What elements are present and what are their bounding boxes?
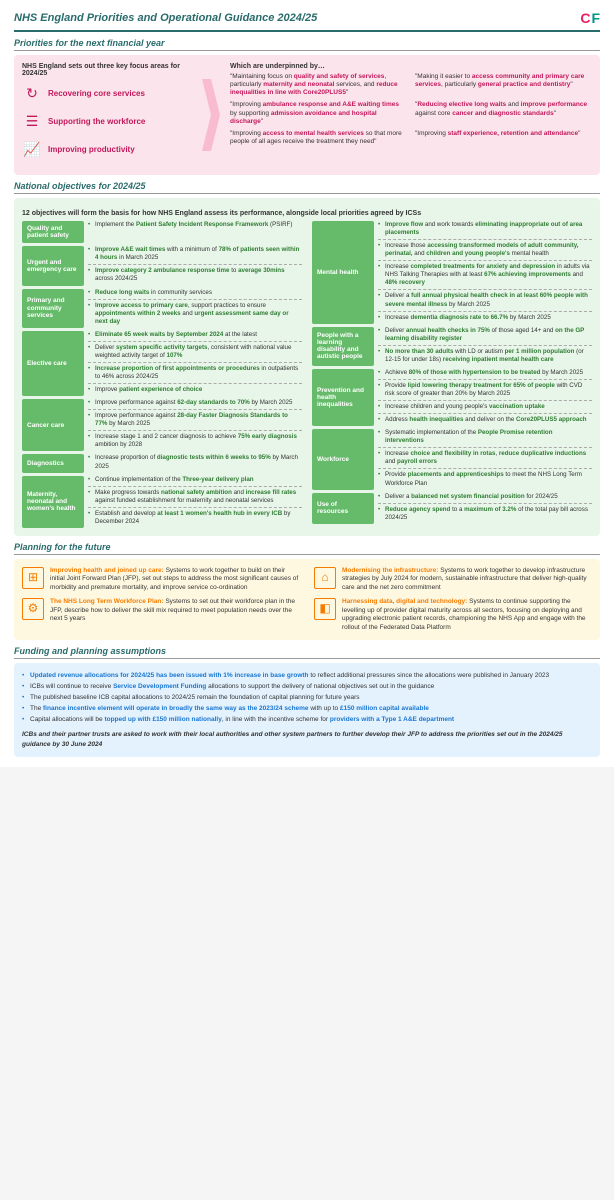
plan-item: ◧ Harnessing data, digital and technology… <box>314 598 592 632</box>
objective-row: Quality and patient safetyImplement the … <box>22 221 302 243</box>
section-priorities-title: Priorities for the next financial year <box>14 38 600 51</box>
plan-item: ⌂ Modernising the infrastructure: Systems… <box>314 567 592 592</box>
objective-label: Prevention and health inequalities <box>312 369 374 426</box>
objective-row: Primary and community servicesReduce lon… <box>22 289 302 328</box>
objective-label: Use of resources <box>312 493 374 524</box>
underpinned-label: Which are underpinned by… <box>230 63 592 70</box>
quote: "Improving staff experience, retention a… <box>415 130 592 146</box>
objective-content: Implement the Patient Safety Incident Re… <box>88 221 302 243</box>
workforce-icon: ☰ <box>22 111 42 131</box>
funding-item: ICBs will continue to receive Service De… <box>22 682 592 691</box>
objective-content: Improve performance against 62-day stand… <box>88 399 302 451</box>
plan-item: ⚙ The NHS Long Term Workforce Plan: Syste… <box>22 598 300 632</box>
funding-footnote: ICBs and their partner trusts are asked … <box>22 730 592 748</box>
priority-item: ↻Recovering core services <box>22 83 192 103</box>
objective-row: DiagnosticsIncrease proportion of diagno… <box>22 454 302 472</box>
priorities-box: NHS England sets out three key focus are… <box>14 55 600 175</box>
header: NHS England Priorities and Operational G… <box>14 10 600 32</box>
funding-item: Updated revenue allocations for 2024/25 … <box>22 671 592 680</box>
planning-grid: ⊞ Improving health and joined up care: Sy… <box>22 567 592 632</box>
productivity-icon: 📈 <box>22 139 42 159</box>
objective-label: Quality and patient safety <box>22 221 84 243</box>
objective-label: Elective care <box>22 331 84 396</box>
objective-row: Urgent and emergency careImprove A&E wai… <box>22 246 302 285</box>
objective-content: Reduce long waits in community servicesI… <box>88 289 302 328</box>
funding-box: Updated revenue allocations for 2024/25 … <box>14 663 600 757</box>
objective-label: Diagnostics <box>22 454 84 472</box>
objective-row: Prevention and health inequalitiesAchiev… <box>312 369 592 426</box>
objective-label: Maternity, neonatal and women's health <box>22 476 84 528</box>
funding-item: Capital allocations will be topped up wi… <box>22 715 592 724</box>
objective-row: Mental healthImprove flow and work towar… <box>312 221 592 324</box>
objective-content: Improve flow and work towards eliminatin… <box>378 221 592 324</box>
objective-content: Achieve 80% of those with hypertension t… <box>378 369 592 426</box>
objectives-col-right: Mental healthImprove flow and work towar… <box>312 221 592 528</box>
plan-icon: ⌂ <box>314 567 336 589</box>
page: NHS England Priorities and Operational G… <box>0 0 614 767</box>
priority-item: 📈Improving productivity <box>22 139 192 159</box>
plan-icon: ⊞ <box>22 567 44 589</box>
objective-row: Use of resourcesDeliver a balanced net s… <box>312 493 592 524</box>
plan-icon: ⚙ <box>22 598 44 620</box>
objective-content: Improve A&E wait times with a minimum of… <box>88 246 302 285</box>
quote: "Making it easier to access community an… <box>415 73 592 97</box>
objective-row: Cancer careImprove performance against 6… <box>22 399 302 451</box>
objective-row: Maternity, neonatal and women's healthCo… <box>22 476 302 528</box>
objective-row: WorkforceSystematic implementation of th… <box>312 429 592 489</box>
recover-icon: ↻ <box>22 83 42 103</box>
plan-text: Harnessing data, digital and technology:… <box>342 598 592 632</box>
plan-text: The NHS Long Term Workforce Plan: System… <box>50 598 300 632</box>
quote: "Reducing elective long waits and improv… <box>415 101 592 125</box>
objectives-box: 12 objectives will form the basis for ho… <box>14 198 600 536</box>
quote: "Maintaining focus on quality and safety… <box>230 73 407 97</box>
logo: CF <box>580 10 600 26</box>
objective-content: Systematic implementation of the People … <box>378 429 592 489</box>
plan-item: ⊞ Improving health and joined up care: Sy… <box>22 567 300 592</box>
section-funding-title: Funding and planning assumptions <box>14 646 600 659</box>
objective-label: Workforce <box>312 429 374 489</box>
section-planning-title: Planning for the future <box>14 542 600 555</box>
quote: "Improving ambulance response and A&E wa… <box>230 101 407 125</box>
objectives-columns: Quality and patient safetyImplement the … <box>22 221 592 528</box>
objective-row: Elective careEliminate 65 week waits by … <box>22 331 302 396</box>
objective-row: People with a learning disability and au… <box>312 327 592 366</box>
objective-label: Cancer care <box>22 399 84 451</box>
priorities-intro: NHS England sets out three key focus are… <box>22 63 192 77</box>
funding-item: The finance incentive element will opera… <box>22 704 592 713</box>
quotes-grid: "Maintaining focus on quality and safety… <box>230 73 592 146</box>
planning-box: ⊞ Improving health and joined up care: Sy… <box>14 559 600 640</box>
page-title: NHS England Priorities and Operational G… <box>14 12 317 24</box>
objective-content: Increase proportion of diagnostic tests … <box>88 454 302 472</box>
priorities-left: NHS England sets out three key focus are… <box>22 63 192 167</box>
arrow-icon <box>202 70 220 160</box>
objective-label: Mental health <box>312 221 374 324</box>
objective-content: Eliminate 65 week waits by September 202… <box>88 331 302 396</box>
section-objectives-title: National objectives for 2024/25 <box>14 181 600 194</box>
priority-item: ☰Supporting the workforce <box>22 111 192 131</box>
funding-item: The published baseline ICB capital alloc… <box>22 693 592 702</box>
objective-label: Primary and community services <box>22 289 84 328</box>
objective-content: Continue implementation of the Three-yea… <box>88 476 302 528</box>
plan-icon: ◧ <box>314 598 336 620</box>
plan-text: Improving health and joined up care: Sys… <box>50 567 300 592</box>
priorities-right: Which are underpinned by… "Maintaining f… <box>230 63 592 167</box>
objective-content: Deliver a balanced net system financial … <box>378 493 592 524</box>
objectives-col-left: Quality and patient safetyImplement the … <box>22 221 302 528</box>
objective-label: Urgent and emergency care <box>22 246 84 285</box>
quote: "Improving access to mental health servi… <box>230 130 407 146</box>
objective-content: Deliver annual health checks in 75% of t… <box>378 327 592 366</box>
plan-text: Modernising the infrastructure: Systems … <box>342 567 592 592</box>
objectives-intro: 12 objectives will form the basis for ho… <box>22 210 592 217</box>
objective-label: People with a learning disability and au… <box>312 327 374 366</box>
funding-list: Updated revenue allocations for 2024/25 … <box>22 671 592 724</box>
